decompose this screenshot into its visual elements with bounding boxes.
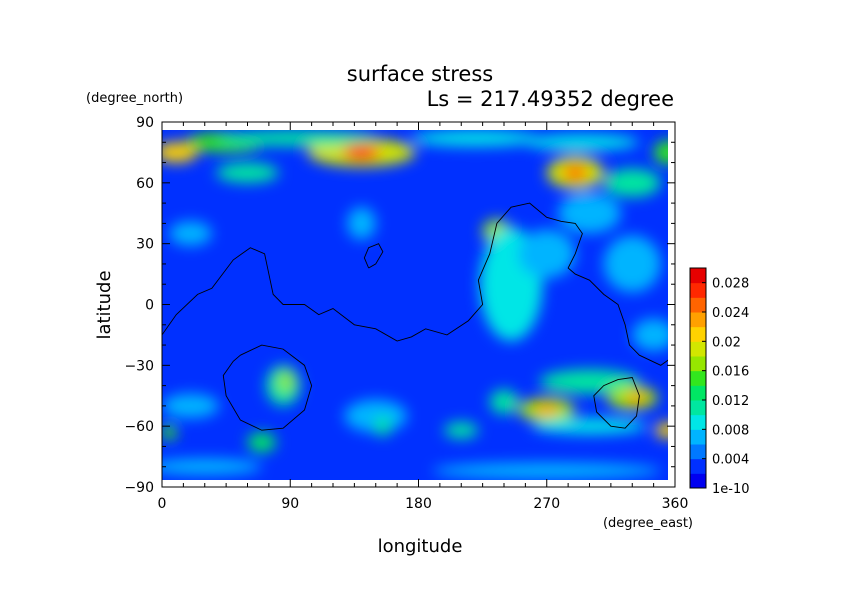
field-feature — [169, 221, 212, 246]
y-tick-label: 90 — [136, 115, 154, 131]
field-feature — [562, 164, 589, 181]
field-feature — [162, 424, 177, 441]
y-tick-label: −30 — [124, 358, 154, 374]
y-axis-label: latitude — [94, 270, 115, 339]
field-feature — [603, 235, 661, 293]
colorbar-segment — [690, 370, 706, 386]
field-feature — [632, 318, 668, 352]
field-feature — [653, 140, 668, 165]
colorbar-segment — [690, 385, 706, 401]
field-features — [162, 130, 668, 479]
field-feature — [625, 391, 648, 404]
coastline-contours — [162, 202, 668, 431]
field-feature — [558, 192, 621, 234]
colorbar-tick-label: 0.012 — [712, 394, 749, 409]
colorbar-segment — [690, 473, 706, 489]
y-tick-label: −90 — [124, 480, 154, 496]
field-feature — [518, 229, 576, 279]
x-tick-label: 180 — [405, 496, 432, 512]
field-feature — [411, 130, 540, 147]
y-tick-label: 0 — [145, 298, 154, 314]
contour-line — [222, 344, 313, 431]
colorbar-tick-label: 0.024 — [712, 306, 749, 321]
field-feature — [342, 144, 381, 161]
field-feature — [525, 134, 640, 151]
colorbar-tick-label: 0.016 — [712, 365, 749, 380]
plot-area: 0 90 180 270 360 −90 −60 −30 0 30 60 90 — [124, 115, 688, 512]
x-axis-ticks: 0 90 180 270 360 — [158, 122, 689, 512]
contour-line — [363, 243, 384, 269]
field-feature — [444, 422, 479, 439]
x-tick-label: 360 — [662, 496, 689, 512]
field-feature — [219, 130, 376, 147]
field-feature — [278, 371, 294, 392]
colorbar-segment — [690, 297, 706, 313]
field-feature — [539, 369, 640, 394]
field-feature — [162, 458, 262, 475]
colorbar-tick-label: 1e-10 — [712, 482, 750, 497]
field-feature — [216, 162, 279, 183]
field-feature — [162, 142, 198, 163]
x-tick-label: 0 — [158, 496, 167, 512]
colorbar-segment — [690, 282, 706, 298]
y-axis-ticks: −90 −60 −30 0 30 60 90 — [124, 115, 675, 496]
colorbar-tick-label: 0.008 — [712, 423, 749, 438]
field-feature — [603, 168, 661, 198]
colorbar-frame — [689, 267, 707, 489]
x-unit-label: (degree_east) — [603, 516, 693, 531]
contour-line — [162, 202, 668, 366]
field-feature — [162, 393, 219, 419]
colorbar-segment — [690, 458, 706, 474]
field-feature — [432, 462, 661, 479]
field-feature — [655, 422, 668, 439]
field-feature — [247, 432, 276, 453]
colorbar-segment — [690, 414, 706, 430]
x-tick-label: 90 — [281, 496, 299, 512]
field-feature — [532, 418, 647, 435]
y-tick-label: −60 — [124, 419, 154, 435]
contour-line — [593, 377, 640, 429]
field-feature — [344, 399, 408, 433]
field-feature — [347, 207, 376, 240]
colorbar-tick-label: 0.004 — [712, 453, 749, 468]
colorbar: 1e-10 0.004 0.008 0.012 0.016 0.02 0.024 0.028 — [689, 267, 750, 497]
colorbar-segment — [690, 312, 706, 328]
stress-field — [162, 130, 668, 480]
colorbar-segment — [690, 341, 706, 357]
chart-subtitle: Ls = 217.49352 degree — [427, 87, 674, 111]
colorbar-tick-label: 0.02 — [712, 335, 741, 350]
colorbar-segment — [690, 400, 706, 416]
field-feature — [532, 403, 561, 417]
field-feature — [374, 416, 392, 437]
chart-title: surface stress — [347, 62, 493, 86]
x-axis-label: longitude — [378, 536, 463, 557]
y-tick-label: 60 — [136, 176, 154, 192]
colorbar-segment — [690, 429, 706, 445]
colorbar-segment — [690, 326, 706, 342]
colorbar-segment — [690, 268, 706, 284]
y-unit-label: (degree_north) — [86, 91, 183, 106]
colorbar-segment — [690, 444, 706, 460]
x-tick-label: 270 — [533, 496, 560, 512]
field-feature — [489, 389, 519, 415]
colorbar-tick-label: 0.028 — [712, 277, 749, 292]
colorbar-segment — [690, 356, 706, 372]
y-tick-label: 30 — [136, 237, 154, 253]
